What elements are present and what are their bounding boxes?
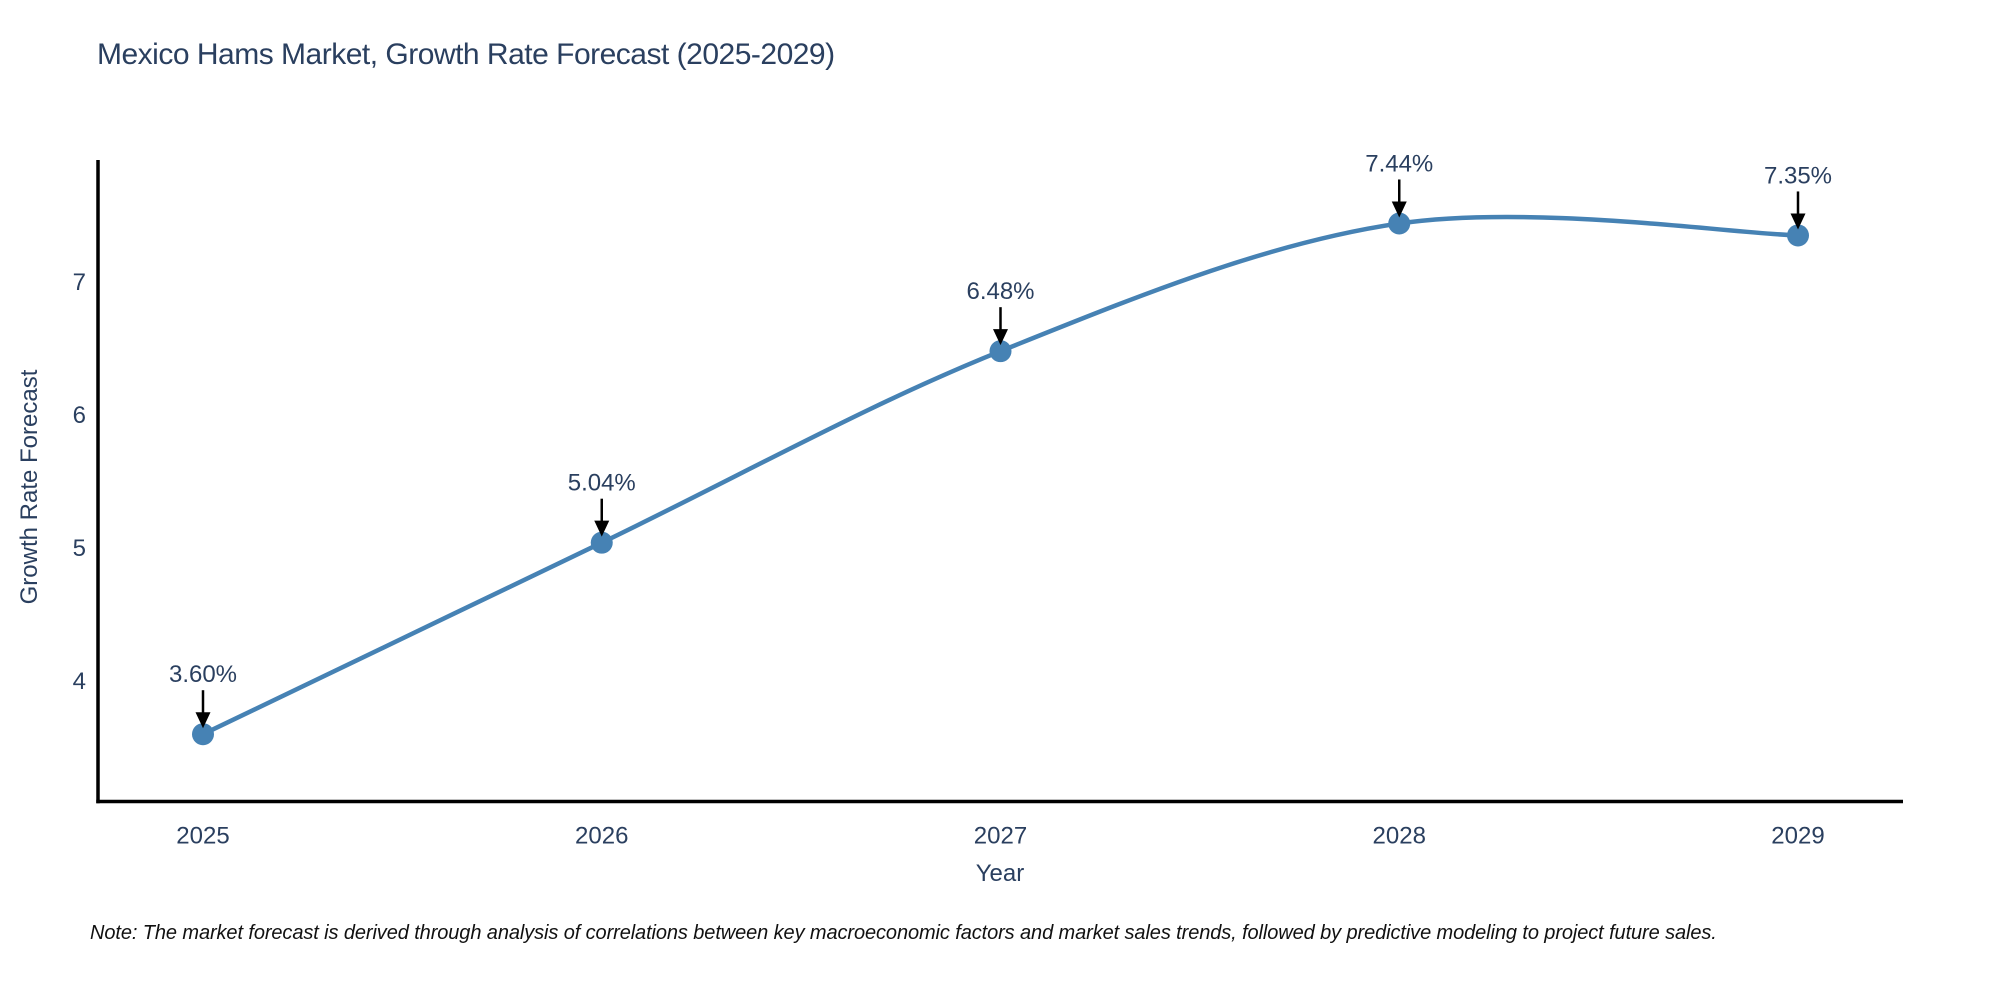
point-annotation-label: 3.60% — [169, 661, 237, 688]
data-point-marker — [1787, 224, 1809, 247]
x-tick-label: 2029 — [1771, 823, 1824, 850]
x-tick-label: 2025 — [176, 823, 229, 850]
annotation-arrowhead — [993, 329, 1008, 346]
chart-title: Mexico Hams Market, Growth Rate Forecast… — [97, 38, 835, 71]
annotation-arrowhead — [1391, 201, 1407, 218]
x-axis-title: Year — [975, 860, 1025, 887]
data-point-marker — [192, 723, 214, 746]
x-tick-label: 2026 — [575, 823, 628, 850]
annotation-arrowhead — [195, 712, 211, 729]
y-tick-label: 7 — [73, 269, 86, 296]
chart-footnote: Note: The market forecast is derived thr… — [90, 922, 1717, 944]
annotation-arrowhead — [594, 520, 610, 537]
annotation-arrowhead — [1790, 213, 1806, 230]
point-annotation-label: 7.35% — [1764, 162, 1832, 189]
x-tick-label: 2027 — [974, 823, 1027, 850]
y-tick-label: 4 — [73, 668, 86, 695]
point-annotation-label: 6.48% — [966, 278, 1034, 305]
point-annotation-label: 5.04% — [568, 470, 636, 497]
point-annotation-label: 7.44% — [1365, 150, 1433, 177]
y-tick-label: 5 — [73, 535, 86, 562]
x-tick-label: 2028 — [1373, 823, 1426, 850]
y-tick-label: 6 — [73, 402, 86, 429]
data-point-marker — [1388, 212, 1411, 235]
data-point-marker — [590, 531, 613, 554]
data-point-marker — [989, 340, 1012, 363]
